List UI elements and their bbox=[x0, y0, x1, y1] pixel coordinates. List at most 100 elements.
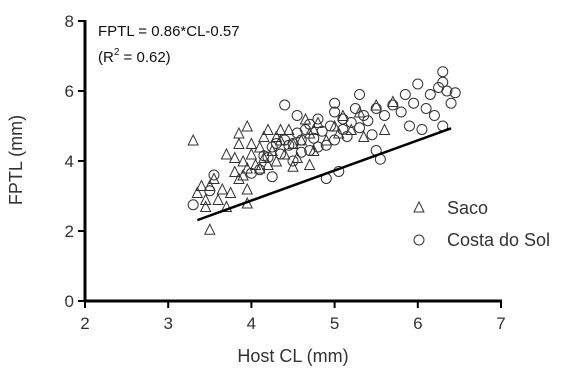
r-squared-suffix: = 0.62) bbox=[119, 49, 170, 66]
saco-point bbox=[357, 130, 370, 142]
saco-point bbox=[241, 161, 254, 174]
x-tick-label: 5 bbox=[330, 314, 339, 333]
r-squared-annotation: (R2 = 0.62) bbox=[98, 47, 171, 66]
saco-point bbox=[307, 123, 320, 135]
saco-point bbox=[216, 182, 229, 195]
saco-point bbox=[283, 123, 295, 135]
x-tick-label: 6 bbox=[413, 314, 422, 333]
regression-line-group bbox=[196, 127, 452, 222]
costa-do-sol-point bbox=[354, 122, 366, 134]
legend-triangle-marker bbox=[413, 200, 425, 213]
costa-do-sol-point bbox=[424, 89, 436, 100]
y-tick-label: 8 bbox=[65, 12, 74, 31]
costa-do-sol-point bbox=[316, 125, 328, 137]
costa-do-sol-point bbox=[208, 169, 220, 181]
costa-do-sol-point bbox=[320, 139, 332, 151]
saco-point bbox=[353, 105, 366, 118]
costa-do-sol-point bbox=[279, 99, 291, 111]
saco-point bbox=[233, 137, 245, 149]
costa-do-sol-point bbox=[408, 97, 420, 109]
saco-point bbox=[258, 130, 270, 142]
saco-point bbox=[203, 223, 216, 235]
costa-do-sol-point bbox=[395, 106, 407, 118]
saco-point bbox=[191, 186, 204, 198]
saco-point bbox=[245, 137, 258, 149]
saco-point bbox=[253, 140, 266, 153]
costa-do-sol-point bbox=[308, 132, 320, 144]
costa-do-sol-point bbox=[329, 106, 341, 118]
x-tick-label: 2 bbox=[80, 314, 89, 333]
regression-equation: FPTL = 0.86*CL-0.57 bbox=[98, 23, 240, 40]
saco-point bbox=[233, 172, 245, 184]
costa-do-sol-point bbox=[329, 134, 341, 146]
costa-do-sol-point bbox=[412, 78, 424, 90]
saco-point bbox=[233, 126, 245, 139]
costa-do-sol-point bbox=[324, 120, 336, 132]
saco-point bbox=[187, 133, 199, 146]
costa-do-sol-point bbox=[366, 129, 378, 141]
saco-point bbox=[303, 158, 316, 170]
saco-point bbox=[220, 147, 233, 160]
costa-do-sol-point bbox=[362, 115, 374, 127]
costa-do-sol-point bbox=[420, 103, 432, 114]
costa-do-sol-point bbox=[275, 148, 287, 160]
costa-do-sol-point bbox=[295, 134, 307, 146]
saco-point bbox=[303, 126, 316, 139]
costa-do-sol-point bbox=[287, 155, 299, 167]
saco-point bbox=[307, 144, 320, 156]
x-axis-title: Host CL (mm) bbox=[237, 346, 348, 366]
costa-do-sol-point bbox=[445, 97, 457, 109]
saco-point bbox=[241, 119, 254, 132]
saco-point bbox=[291, 151, 303, 163]
saco-point bbox=[199, 200, 212, 212]
legend-circle-marker bbox=[413, 234, 425, 246]
r-squared-superscript: 2 bbox=[114, 47, 120, 58]
x-tick-label: 7 bbox=[496, 314, 505, 333]
saco-point bbox=[337, 109, 349, 121]
saco-point bbox=[270, 154, 283, 167]
costa-do-sol-point bbox=[204, 185, 216, 197]
saco-point bbox=[274, 123, 287, 135]
y-tick-label: 0 bbox=[65, 292, 74, 311]
costa-do-sol-point bbox=[354, 89, 366, 100]
y-tick-label: 6 bbox=[65, 82, 74, 101]
x-tick-label: 3 bbox=[163, 314, 172, 333]
saco-point bbox=[199, 193, 212, 205]
costa-do-sol-point bbox=[258, 150, 270, 162]
y-tick-label: 2 bbox=[65, 222, 74, 241]
saco-point bbox=[378, 123, 391, 135]
legend: Saco Costa do Sol bbox=[413, 198, 550, 250]
costa-do-sol-point bbox=[295, 146, 307, 158]
saco-point bbox=[241, 182, 254, 195]
saco-point bbox=[387, 95, 399, 107]
saco-point bbox=[237, 154, 249, 167]
saco-point bbox=[245, 147, 258, 160]
series-saco bbox=[187, 95, 399, 235]
y-axis-title: FPTL (mm) bbox=[6, 115, 26, 205]
saco-point bbox=[262, 158, 274, 170]
y-tick-label: 4 bbox=[65, 152, 74, 171]
costa-do-sol-point bbox=[341, 131, 353, 142]
saco-point bbox=[270, 130, 283, 142]
saco-point bbox=[220, 200, 233, 212]
costa-do-sol-point bbox=[187, 199, 199, 211]
x-tick-label: 4 bbox=[247, 314, 256, 333]
costa-do-sol-point bbox=[437, 66, 449, 78]
costa-do-sol-point bbox=[370, 103, 382, 114]
saco-point bbox=[228, 151, 241, 163]
saco-point bbox=[320, 133, 333, 146]
costa-do-sol-point bbox=[428, 110, 440, 121]
costa-do-sol-point bbox=[266, 171, 278, 183]
saco-point bbox=[258, 151, 270, 163]
costa-do-sol-point bbox=[399, 89, 411, 100]
saco-point bbox=[208, 172, 220, 184]
regression-line bbox=[196, 127, 452, 222]
saco-point bbox=[228, 165, 241, 177]
costa-do-sol-point bbox=[345, 117, 357, 128]
costa-do-sol-point bbox=[403, 120, 415, 132]
costa-do-sol-point bbox=[449, 87, 461, 99]
legend-label-saco: Saco bbox=[447, 198, 488, 218]
saco-point bbox=[278, 147, 291, 160]
saco-point bbox=[203, 179, 216, 191]
